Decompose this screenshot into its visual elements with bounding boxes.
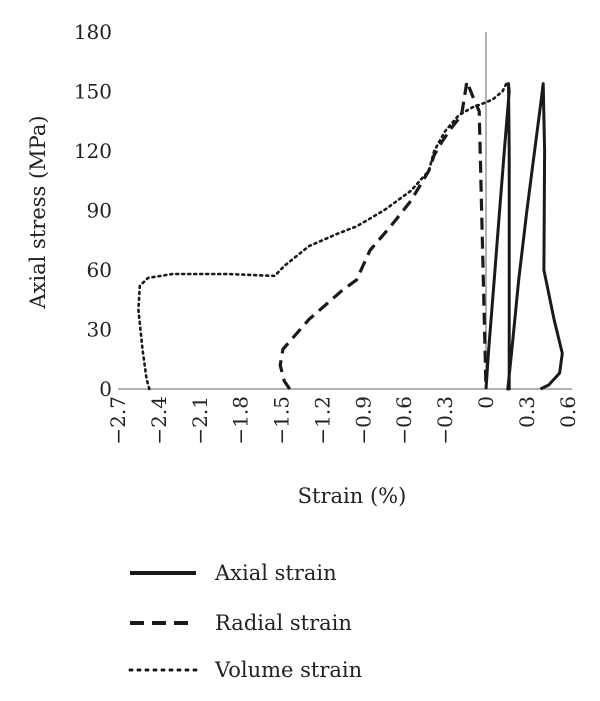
x-axis-title: Strain (%) bbox=[298, 484, 407, 508]
y-tick-label: 120 bbox=[74, 139, 112, 163]
x-tick-group: −2.7 −2.4 −2.1 −1.8 −1.5 −1.2 −0.9 −0.6 −0.3 0 0.3… bbox=[106, 396, 580, 445]
legend: Axial strain Radial strain Volume strain bbox=[128, 561, 362, 682]
y-axis-title: Axial stress (MPa) bbox=[26, 115, 50, 309]
series-group bbox=[137, 79, 564, 391]
x-tick-label: −0.9 bbox=[351, 396, 375, 445]
x-tick-label: 0 bbox=[474, 396, 498, 409]
x-tick-label: −1.2 bbox=[310, 396, 334, 445]
y-tick-label: 60 bbox=[87, 258, 112, 282]
x-tick-label: −1.5 bbox=[270, 396, 294, 445]
y-tick-label: 150 bbox=[74, 80, 112, 104]
y-tick-label: 180 bbox=[74, 20, 112, 44]
y-tick-group: 0 30 60 90 120 150 180 bbox=[74, 20, 112, 401]
x-tick-label: −2.7 bbox=[106, 396, 130, 445]
x-tick-label: −2.4 bbox=[147, 396, 171, 445]
x-tick-label: −0.6 bbox=[392, 396, 416, 445]
x-tick-label: −2.1 bbox=[188, 396, 212, 445]
y-tick-label: 0 bbox=[99, 377, 112, 401]
legend-label: Axial strain bbox=[214, 561, 337, 585]
y-tick-label: 90 bbox=[87, 199, 112, 223]
x-tick-label: −0.3 bbox=[433, 396, 457, 445]
legend-label: Volume strain bbox=[214, 658, 362, 682]
legend-label: Radial strain bbox=[215, 611, 352, 635]
series-line-volume-strain bbox=[137, 82, 508, 391]
x-tick-label: 0.3 bbox=[515, 396, 539, 428]
y-tick-label: 30 bbox=[87, 318, 112, 342]
x-tick-label: −1.8 bbox=[229, 396, 253, 445]
series-line-axial-strain bbox=[484, 82, 564, 391]
x-tick-label: 0.6 bbox=[556, 396, 580, 428]
series-line-radial-strain bbox=[278, 79, 488, 390]
